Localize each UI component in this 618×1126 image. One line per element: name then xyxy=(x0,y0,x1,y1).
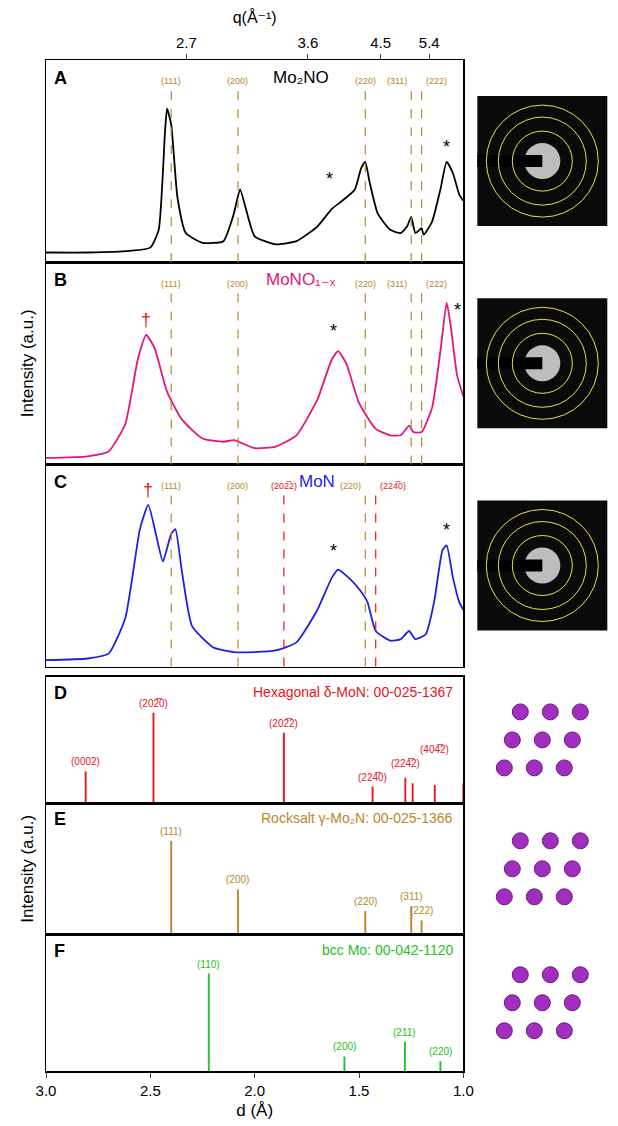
svg-text:(200): (200) xyxy=(227,481,248,491)
svg-text:(224̅0): (224̅0) xyxy=(358,772,387,783)
svg-text:MoN: MoN xyxy=(299,472,335,491)
svg-text:Intensity (a.u.): Intensity (a.u.) xyxy=(18,815,37,923)
svg-text:*: * xyxy=(330,321,337,341)
svg-text:(202̅2): (202̅2) xyxy=(271,481,297,491)
svg-text:(224̅0): (224̅0) xyxy=(380,481,406,491)
svg-text:3.0: 3.0 xyxy=(36,1082,57,1099)
svg-text:(220): (220) xyxy=(355,279,376,289)
svg-text:F: F xyxy=(54,941,65,961)
svg-text:Hexagonal δ-MoN: 00-025-1367: Hexagonal δ-MoN: 00-025-1367 xyxy=(253,684,453,700)
svg-text:*: * xyxy=(454,300,461,320)
svg-text:(200): (200) xyxy=(333,1041,356,1052)
svg-text:(311): (311) xyxy=(387,76,407,86)
svg-text:A: A xyxy=(54,68,67,88)
svg-text:2.5: 2.5 xyxy=(140,1082,161,1099)
svg-text:(220): (220) xyxy=(354,896,377,907)
svg-text:4.5: 4.5 xyxy=(370,34,391,51)
svg-text:D: D xyxy=(54,683,67,703)
svg-text:(311): (311) xyxy=(400,891,423,902)
svg-text:(111): (111) xyxy=(160,826,182,837)
svg-text:*: * xyxy=(326,169,333,189)
svg-text:2.0: 2.0 xyxy=(244,1082,265,1099)
svg-text:bcc Mo: 00-042-1120: bcc Mo: 00-042-1120 xyxy=(322,942,453,958)
svg-text:(0002): (0002) xyxy=(71,756,100,767)
svg-text:(224̅2): (224̅2) xyxy=(391,758,420,769)
svg-text:(111): (111) xyxy=(161,279,181,289)
svg-text:(220): (220) xyxy=(355,76,376,86)
svg-text:(111): (111) xyxy=(161,481,181,491)
svg-text:2.7: 2.7 xyxy=(176,34,197,51)
svg-text:(404̅2): (404̅2) xyxy=(420,744,449,755)
svg-text:Intensity (a.u.): Intensity (a.u.) xyxy=(18,309,37,417)
svg-text:(110): (110) xyxy=(197,959,220,970)
svg-text:1.0: 1.0 xyxy=(453,1082,474,1099)
svg-text:(200): (200) xyxy=(226,874,249,885)
svg-text:(222): (222) xyxy=(426,279,447,289)
svg-text:Mo₂NO: Mo₂NO xyxy=(273,68,329,87)
svg-text:(202̅2): (202̅2) xyxy=(269,718,298,729)
svg-text:(311): (311) xyxy=(387,279,407,289)
svg-text:(111): (111) xyxy=(161,76,181,86)
svg-text:(200): (200) xyxy=(227,279,248,289)
svg-text:d (Å): d (Å) xyxy=(236,1101,273,1120)
svg-text:(222): (222) xyxy=(426,76,447,86)
svg-text:5.4: 5.4 xyxy=(419,34,440,51)
svg-text:1.5: 1.5 xyxy=(349,1082,370,1099)
svg-text:Rocksalt γ-Mo₂N: 00-025-1366: Rocksalt γ-Mo₂N: 00-025-1366 xyxy=(261,810,453,826)
svg-text:(211): (211) xyxy=(393,1027,416,1038)
svg-text:(222): (222) xyxy=(410,905,433,916)
svg-text:†: † xyxy=(143,480,153,500)
svg-text:(200): (200) xyxy=(227,76,248,86)
svg-text:q(Å⁻¹): q(Å⁻¹) xyxy=(233,8,277,26)
svg-text:C: C xyxy=(54,472,67,492)
svg-text:*: * xyxy=(443,137,450,157)
svg-text:B: B xyxy=(54,270,67,290)
svg-text:*: * xyxy=(443,520,450,540)
svg-text:*: * xyxy=(330,541,337,561)
svg-text:(220): (220) xyxy=(429,1046,452,1057)
svg-text:(202̅0): (202̅0) xyxy=(139,698,168,709)
svg-text:3.6: 3.6 xyxy=(297,34,318,51)
svg-text:†: † xyxy=(141,310,151,330)
svg-text:(220): (220) xyxy=(340,481,361,491)
svg-text:MoNO₁₋ₓ: MoNO₁₋ₓ xyxy=(266,270,336,289)
svg-text:E: E xyxy=(54,809,66,829)
